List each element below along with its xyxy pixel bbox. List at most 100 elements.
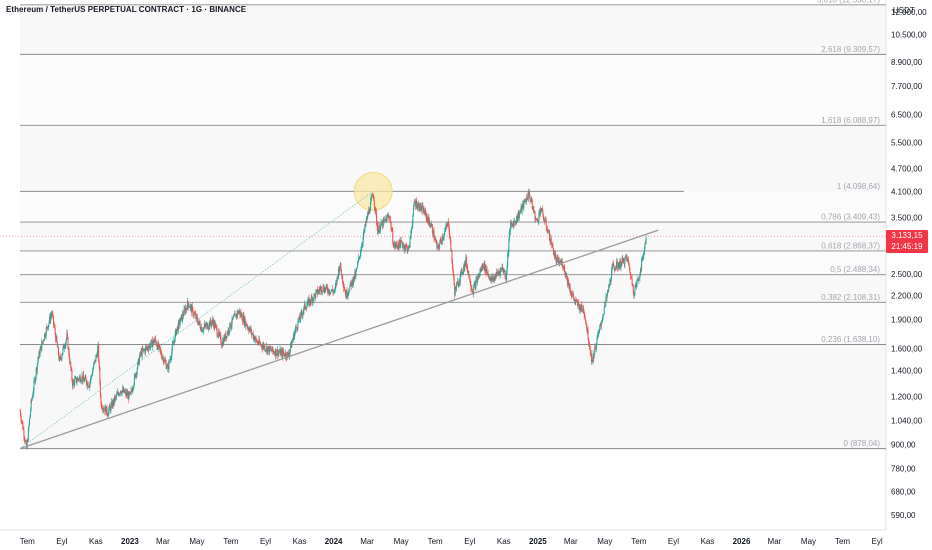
candle-body [604,302,606,303]
candle-body [452,268,454,273]
fib-zone [20,302,886,345]
candle-body [405,245,407,249]
candle-body [50,316,52,322]
candle-body [451,250,453,261]
candle-body [522,202,524,208]
candle-body [385,219,387,223]
candle-body [105,406,107,415]
fib-level-label: 0 (878,04) [844,439,881,448]
candle-body [483,267,485,269]
candle-body [508,231,510,241]
candle-body [359,256,361,258]
candle-body [228,331,230,333]
candle-body [191,306,193,309]
candle-body [272,346,274,351]
candle-body [354,272,356,277]
candle-body [237,311,239,314]
candle-body [453,276,455,286]
candle-body [317,292,319,295]
candle-body [343,287,345,289]
candle-body [566,276,568,284]
candle-body [444,229,446,232]
candle-body [402,246,404,248]
candle-body [419,209,421,211]
candle-body [375,208,377,214]
candle-body [330,290,332,292]
time-axis-label: Tem [223,537,238,546]
candle-body [570,293,572,296]
candle-body [170,358,172,360]
candle-body [159,346,161,350]
candle-body [473,284,475,287]
candle-body [360,250,362,253]
candle-body [527,199,529,200]
candle-body [337,276,339,278]
candle-body [637,279,639,280]
candle-body [290,343,292,348]
candle-body [173,341,175,344]
candle-body [422,205,424,214]
candle-body [530,200,532,202]
candle-body [253,336,255,341]
candle-body [155,338,157,342]
candle-body [489,278,491,281]
candle-body [284,355,286,357]
candle-body [544,219,546,222]
candle-body [154,338,156,341]
candle-body [212,319,214,323]
candle-body [240,312,242,317]
candle-body [455,284,457,291]
candle-body [114,396,116,398]
candle-body [180,317,182,323]
candle-body [592,353,594,362]
candle-body [555,254,557,258]
candle-body [589,345,591,350]
candle-body [574,300,576,302]
candle-body [176,326,178,330]
candle-body [171,350,173,358]
candle-body [525,201,527,203]
candle-body [504,270,506,276]
candle-body [478,273,480,276]
candle-body [494,276,496,280]
candle-body [576,301,578,302]
candle-body [277,352,279,357]
candle-body [582,308,584,312]
candle-body [580,309,582,312]
candle-body [545,219,547,221]
candle-body [113,397,115,405]
price-axis-tick: 4.700,00 [891,165,923,174]
candle-body [97,344,99,350]
candle-body [579,304,581,312]
fib-level-label: 0,786 (3.409,43) [821,213,880,222]
candle-body [301,314,303,316]
candle-body [371,194,373,198]
candle-body [391,230,393,232]
candle-body [87,382,89,387]
candle-body [440,240,442,243]
candle-body [81,376,83,382]
candle-body [202,330,204,332]
candle-body [373,196,375,201]
candle-body [578,302,580,306]
candle-body [140,351,142,354]
candle-body [523,200,525,203]
candle-body [64,347,66,349]
candle-body [151,339,153,341]
time-axis-label: Mar [360,537,374,546]
candle-body [323,286,325,291]
candle-body [624,256,626,258]
candle-body [119,393,121,395]
candle-body [305,308,307,310]
candle-body [195,314,197,319]
candle-body [126,392,128,396]
price-axis-tick: 1.400,00 [891,367,923,376]
candle-body [533,211,535,213]
candle-body [403,245,405,247]
candle-body [382,219,384,227]
candle-body [428,217,430,222]
candle-body [367,213,369,215]
candle-body [342,274,344,282]
price-axis-tick: 1.600,00 [891,344,923,353]
